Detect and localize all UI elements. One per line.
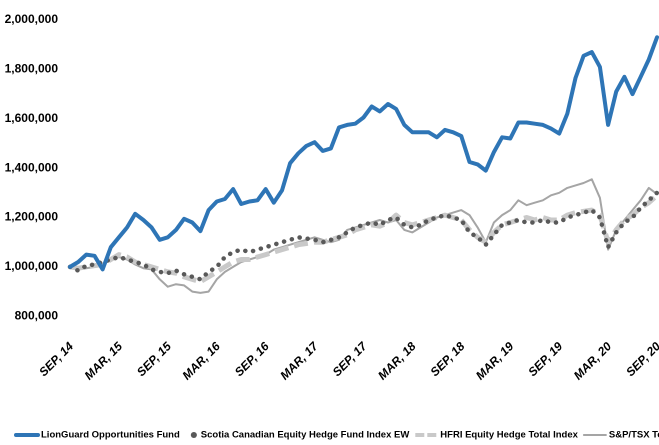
x-tick-label: MAR, 16 — [179, 339, 223, 383]
y-tick-label: 1,800,000 — [5, 62, 59, 76]
x-tick-label: MAR, 18 — [375, 339, 419, 383]
y-tick-label: 2,000,000 — [5, 12, 59, 26]
legend-label: LionGuard Opportunities Fund — [41, 430, 180, 441]
x-tick-label: MAR, 17 — [277, 338, 321, 382]
x-tick-label: MAR, 15 — [82, 339, 126, 383]
series-line — [68, 35, 659, 272]
y-tick-label: 1,400,000 — [5, 160, 59, 174]
x-tick-label: MAR, 20 — [571, 339, 615, 383]
y-tick-label: 1,000,000 — [5, 259, 59, 273]
series-line — [67, 190, 659, 282]
legend-label: S&P/TSX Total Return Index — [609, 430, 659, 441]
x-tick-label: SEP, 18 — [428, 339, 468, 379]
legend-label: Scotia Canadian Equity Hedge Fund Index … — [201, 430, 410, 441]
x-tick-label: SEP, 14 — [36, 339, 76, 379]
y-tick-label: 800,000 — [15, 308, 59, 322]
y-tick-label: 1,200,000 — [5, 210, 59, 224]
x-tick-label: SEP, 15 — [134, 339, 174, 379]
x-tick-label: SEP, 19 — [525, 339, 565, 379]
y-tick-label: 1,600,000 — [5, 111, 59, 125]
x-tick-label: MAR, 19 — [473, 339, 517, 383]
x-tick-label: SEP, 16 — [232, 339, 272, 379]
x-tick-label: SEP, 20 — [623, 339, 659, 379]
x-tick-label: SEP, 17 — [330, 338, 371, 379]
legend-label: HFRI Equity Hedge Total Index — [440, 430, 578, 441]
